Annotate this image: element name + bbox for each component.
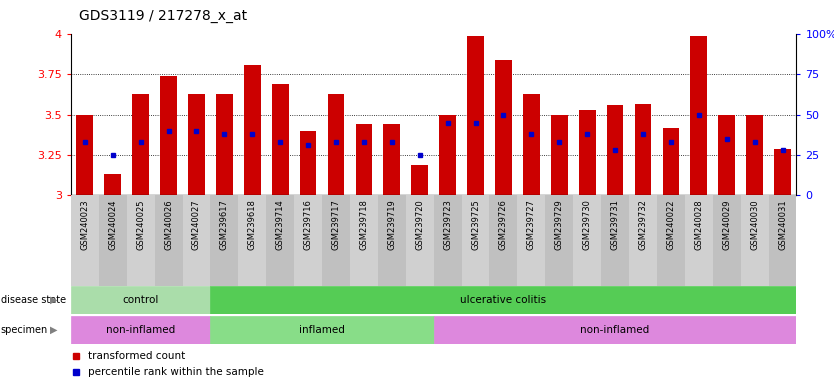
Text: disease state: disease state (1, 295, 66, 305)
Bar (635, 104, 651, 195)
Bar (769, 195, 796, 286)
Bar (328, 94, 344, 195)
Text: GSM240025: GSM240025 (136, 199, 145, 250)
Bar (461, 195, 490, 286)
Bar (154, 195, 183, 286)
Bar (606, 105, 624, 195)
Bar (299, 131, 316, 195)
Bar (322, 195, 350, 286)
Bar (774, 149, 791, 195)
Bar (573, 195, 601, 286)
Text: GSM239732: GSM239732 (639, 199, 647, 250)
Bar (210, 195, 239, 286)
Text: GSM240022: GSM240022 (666, 199, 676, 250)
Bar (378, 195, 406, 286)
Text: GSM240024: GSM240024 (108, 199, 118, 250)
Bar (718, 115, 735, 195)
Text: specimen: specimen (1, 324, 48, 335)
Bar (523, 94, 540, 195)
Bar (545, 195, 573, 286)
Bar (384, 124, 400, 195)
Text: ▶: ▶ (51, 295, 58, 305)
Text: GSM239618: GSM239618 (248, 199, 257, 250)
Text: GSM239718: GSM239718 (359, 199, 369, 250)
Bar (355, 124, 372, 195)
Bar (434, 316, 796, 344)
Bar (350, 195, 378, 286)
Bar (294, 195, 322, 286)
Text: GSM239720: GSM239720 (415, 199, 425, 250)
Bar (127, 195, 154, 286)
Bar (406, 195, 434, 286)
Bar (216, 94, 233, 195)
Bar (685, 195, 713, 286)
Text: GSM240027: GSM240027 (192, 199, 201, 250)
Bar (188, 94, 205, 195)
Bar (411, 165, 428, 195)
Text: ▶: ▶ (51, 324, 58, 335)
Bar (746, 115, 763, 195)
Bar (210, 286, 796, 314)
Bar (244, 65, 261, 195)
Text: GSM239731: GSM239731 (610, 199, 620, 250)
Text: GSM239719: GSM239719 (387, 199, 396, 250)
Text: GSM240030: GSM240030 (750, 199, 759, 250)
Bar (77, 115, 93, 195)
Text: GSM239725: GSM239725 (471, 199, 480, 250)
Text: non-inflamed: non-inflamed (580, 324, 650, 335)
Bar (691, 36, 707, 195)
Bar (133, 94, 149, 195)
Bar (183, 195, 210, 286)
Text: GSM239727: GSM239727 (527, 199, 536, 250)
Bar (741, 195, 769, 286)
Text: GSM240023: GSM240023 (80, 199, 89, 250)
Bar (495, 60, 512, 195)
Bar (71, 286, 210, 314)
Bar (467, 36, 484, 195)
Text: percentile rank within the sample: percentile rank within the sample (88, 367, 264, 377)
Text: GSM239716: GSM239716 (304, 199, 313, 250)
Bar (266, 195, 294, 286)
Text: GSM240029: GSM240029 (722, 199, 731, 250)
Text: GSM240026: GSM240026 (164, 199, 173, 250)
Text: ulcerative colitis: ulcerative colitis (460, 295, 546, 305)
Bar (579, 110, 595, 195)
Bar (71, 195, 98, 286)
Text: GSM239726: GSM239726 (499, 199, 508, 250)
Text: non-inflamed: non-inflamed (106, 324, 175, 335)
Text: GSM239723: GSM239723 (443, 199, 452, 250)
Text: transformed count: transformed count (88, 351, 186, 361)
Bar (272, 84, 289, 195)
Text: inflamed: inflamed (299, 324, 345, 335)
Bar (210, 316, 434, 344)
Text: GSM240028: GSM240028 (694, 199, 703, 250)
Bar (71, 316, 210, 344)
Bar (713, 195, 741, 286)
Bar (490, 195, 517, 286)
Bar (601, 195, 629, 286)
Text: GSM239617: GSM239617 (220, 199, 229, 250)
Bar (657, 195, 685, 286)
Bar (517, 195, 545, 286)
Text: control: control (123, 295, 158, 305)
Bar (440, 115, 456, 195)
Text: GSM239714: GSM239714 (276, 199, 284, 250)
Text: GDS3119 / 217278_x_at: GDS3119 / 217278_x_at (79, 9, 248, 23)
Text: GSM240031: GSM240031 (778, 199, 787, 250)
Text: GSM239730: GSM239730 (583, 199, 591, 250)
Bar (662, 128, 679, 195)
Bar (239, 195, 266, 286)
Text: GSM239717: GSM239717 (331, 199, 340, 250)
Bar (434, 195, 461, 286)
Bar (160, 76, 177, 195)
Bar (98, 195, 127, 286)
Bar (551, 115, 568, 195)
Bar (104, 174, 121, 195)
Text: GSM239729: GSM239729 (555, 199, 564, 250)
Bar (629, 195, 657, 286)
